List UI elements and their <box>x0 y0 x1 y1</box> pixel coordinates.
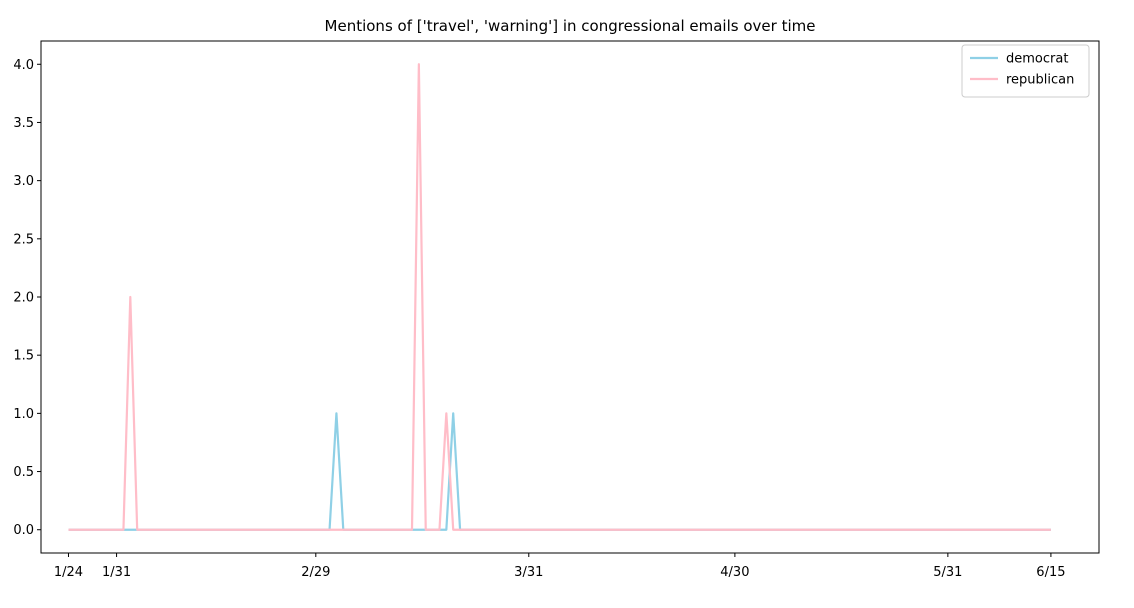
x-tick-label: 3/31 <box>514 565 543 580</box>
y-tick-label: 1.5 <box>13 349 34 364</box>
x-axis: 1/24 1/31 2/29 3/31 4/30 5/31 6/15 <box>54 553 1066 580</box>
series-layer <box>68 63 1051 531</box>
series-line-republican <box>68 63 1051 531</box>
y-tick-label: 2.5 <box>13 232 34 247</box>
y-tick-label: 1.0 <box>13 407 34 422</box>
y-tick-label: 0.5 <box>13 465 34 480</box>
x-tick-label: 1/24 <box>54 565 83 580</box>
x-tick-label: 4/30 <box>720 565 749 580</box>
y-tick-label: 2.0 <box>13 291 34 306</box>
x-tick-label: 6/15 <box>1036 565 1065 580</box>
legend-label-republican: republican <box>1006 73 1074 88</box>
legend: democrat republican <box>961 44 1090 98</box>
x-tick-label: 1/31 <box>102 565 131 580</box>
legend-label-democrat: democrat <box>1006 52 1068 67</box>
x-tick-label: 2/29 <box>301 565 330 580</box>
y-tick-label: 3.5 <box>13 116 34 131</box>
x-tick-label: 5/31 <box>933 565 962 580</box>
y-tick-label: 3.0 <box>13 174 34 189</box>
y-tick-label: 4.0 <box>13 58 34 73</box>
plot-frame <box>40 40 1100 554</box>
chart-title: Mentions of ['travel', 'warning'] in con… <box>325 17 816 35</box>
series-line-democrat <box>68 412 1051 531</box>
y-tick-label: 0.0 <box>13 523 34 538</box>
y-axis: 0.0 0.5 1.0 1.5 2.0 2.5 3.0 3.5 4.0 <box>13 58 41 538</box>
